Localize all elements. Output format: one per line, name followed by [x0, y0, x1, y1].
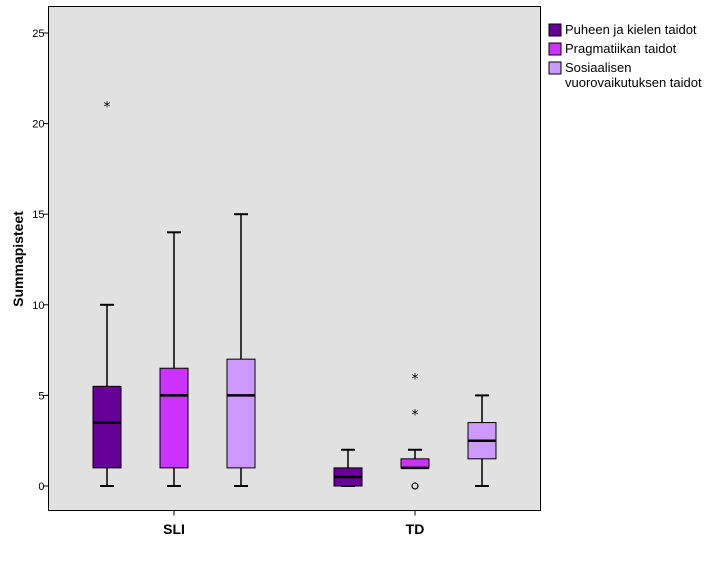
y-axis-title: Summapisteet [10, 211, 26, 307]
outlier-circle [411, 482, 419, 490]
legend-label: Puheen ja kielen taidot [565, 22, 697, 37]
extreme-star: * [104, 99, 111, 115]
x-category-label: TD [406, 521, 425, 537]
x-category-label: SLI [163, 521, 185, 537]
y-tick-label: 5 [38, 390, 44, 402]
plot-area [48, 6, 541, 511]
legend-label: vuorovaikutuksen taidot [565, 75, 702, 90]
legend: Puheen ja kielen taidot Pragmatiikan taid… [548, 22, 702, 90]
legend-swatch [548, 42, 562, 56]
extreme-star: * [412, 408, 419, 424]
box-SLI-2 [226, 213, 256, 487]
x-axis: SLI TD [163, 510, 425, 537]
y-tick-label: 25 [32, 28, 44, 40]
iqr-box [92, 385, 122, 469]
y-tick-label: 0 [38, 481, 44, 493]
iqr-box [400, 458, 430, 469]
legend-swatch [548, 23, 562, 37]
legend-label: Sosiaalisen [565, 60, 632, 75]
y-tick-label: 10 [32, 300, 44, 312]
box-TD-2 [467, 394, 497, 487]
legend-item: Puheen ja kielen taidot [548, 22, 697, 37]
box-TD-1: ** [400, 371, 430, 490]
box-SLI-0: * [92, 99, 122, 487]
legend-label: Pragmatiikan taidot [565, 41, 677, 56]
box-SLI-1 [159, 231, 189, 487]
legend-swatch [548, 61, 562, 75]
box-TD-0 [333, 448, 363, 487]
iqr-box [226, 358, 256, 469]
legend-item: Pragmatiikan taidot [548, 41, 677, 56]
box-series-group: *** [92, 99, 497, 490]
extreme-star: * [412, 371, 419, 387]
iqr-box [159, 367, 189, 469]
y-axis: 0 5 10 15 20 25 [32, 28, 49, 493]
y-tick-label: 15 [32, 209, 44, 221]
y-tick-label: 20 [32, 119, 44, 131]
